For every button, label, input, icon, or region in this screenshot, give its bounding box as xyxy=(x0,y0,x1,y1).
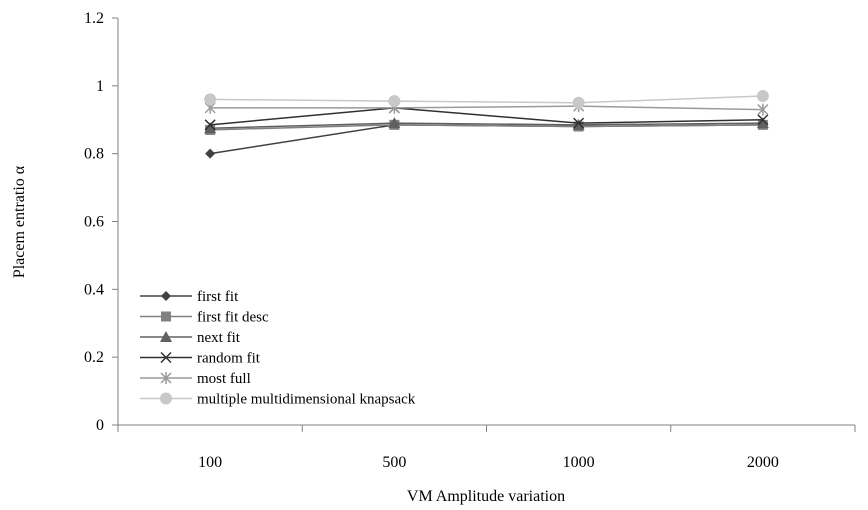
y-tick-label: 0.2 xyxy=(84,349,104,366)
series-marker xyxy=(204,93,217,106)
series-layer xyxy=(204,90,769,159)
y-tick-label: 0.8 xyxy=(84,146,104,163)
series-line xyxy=(210,124,763,155)
legend-entry: first fit desc xyxy=(140,310,269,326)
series-marker xyxy=(756,90,769,103)
legend-label: first fit xyxy=(197,289,239,305)
legend-label: most full xyxy=(197,371,251,387)
legend-entry: random fit xyxy=(140,351,261,367)
series-line xyxy=(210,122,763,129)
y-ticks: 0 0.2 0.4 0.6 0.8 1 1.2 xyxy=(84,10,118,434)
legend-label: random fit xyxy=(197,351,261,367)
legend-entry: first fit xyxy=(140,289,239,305)
y-tick-label: 0.4 xyxy=(84,281,104,298)
series-line xyxy=(210,95,763,104)
series-marker xyxy=(388,95,401,108)
y-tick-label: 0.6 xyxy=(84,214,104,231)
x-tick-label: 100 xyxy=(198,454,222,471)
y-tick-label: 1 xyxy=(96,78,104,95)
series-marker xyxy=(161,291,171,301)
series-marker xyxy=(204,119,216,131)
legend-entry: most full xyxy=(140,371,251,387)
legend-label: next fit xyxy=(197,330,241,346)
series-marker xyxy=(204,122,217,134)
legend-label: multiple multidimensional knapsack xyxy=(197,392,416,408)
y-axis-title: Placem entratio α xyxy=(11,165,28,278)
x-tick-label: 1000 xyxy=(563,454,595,471)
series-line xyxy=(210,105,763,111)
series-marker xyxy=(160,351,172,364)
series-marker xyxy=(572,96,585,109)
legend-entry: next fit xyxy=(140,330,241,346)
legend-label: first fit desc xyxy=(197,310,269,326)
series-marker xyxy=(160,331,172,342)
y-tick-label: 1.2 xyxy=(84,10,104,27)
legend: first fit first fit desc next fit random fi… xyxy=(140,289,416,408)
series xyxy=(205,119,768,135)
x-tick-label: 500 xyxy=(382,454,406,471)
series-marker xyxy=(160,392,172,405)
x-tick-label: 2000 xyxy=(747,454,779,471)
series-marker xyxy=(161,311,171,322)
series-line xyxy=(210,124,763,131)
series-marker xyxy=(160,372,172,384)
series-marker xyxy=(757,114,769,126)
series xyxy=(204,90,769,109)
y-tick-label: 0 xyxy=(96,417,104,434)
series-marker xyxy=(757,103,769,116)
series-marker xyxy=(205,148,216,159)
series-marker xyxy=(756,117,769,129)
series-marker xyxy=(573,117,585,129)
x-ticks: 100 500 1000 2000 xyxy=(117,425,856,471)
x-axis-title: VM Amplitude variation xyxy=(407,488,565,505)
series-line xyxy=(210,107,763,126)
series-marker xyxy=(388,117,401,129)
legend-entry: multiple multidimensional knapsack xyxy=(140,392,416,408)
